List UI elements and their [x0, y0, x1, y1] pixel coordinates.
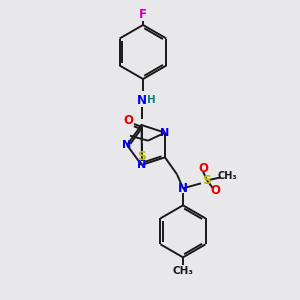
Text: N: N	[160, 128, 169, 138]
Text: CH₃: CH₃	[172, 266, 194, 276]
Text: O: O	[198, 162, 208, 175]
Text: O: O	[123, 113, 133, 127]
Text: N: N	[137, 94, 147, 107]
Text: F: F	[139, 8, 147, 22]
Text: H: H	[147, 95, 155, 105]
Text: N: N	[178, 182, 188, 195]
Text: S: S	[202, 174, 211, 187]
Text: S: S	[137, 151, 146, 164]
Text: N: N	[137, 160, 146, 170]
Text: CH₃: CH₃	[217, 171, 237, 181]
Text: O: O	[210, 184, 220, 197]
Text: N: N	[122, 140, 132, 150]
